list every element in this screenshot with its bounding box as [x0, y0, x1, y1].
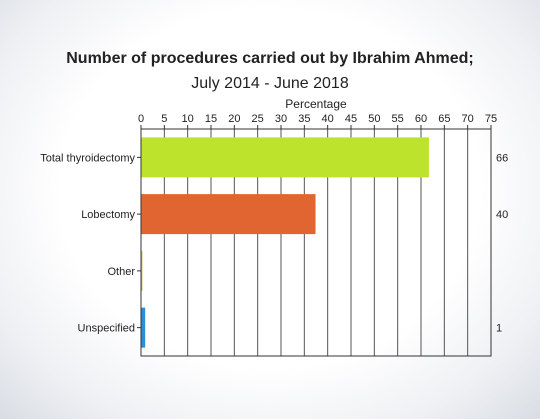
category-labels: Total thyroidectomy Lobectomy Other Unspeci…	[40, 152, 141, 335]
tick-label: 60	[415, 113, 427, 125]
tick-label: 30	[275, 113, 287, 125]
bar	[141, 194, 316, 235]
tick-label: 45	[345, 113, 357, 125]
chart-title-line-1: Number of procedures carried out by Ibra…	[66, 50, 474, 67]
x-axis-ticks: 0 5 10 15 20 25 30 35 40 45 50 55 60 65 70 75	[138, 113, 497, 129]
tick-label: 75	[485, 113, 497, 125]
tick-label: 65	[438, 113, 450, 125]
tick-label: 0	[138, 113, 144, 125]
bars	[141, 137, 429, 348]
tick-label: 70	[462, 113, 474, 125]
bar	[141, 307, 146, 348]
bar	[141, 250, 143, 291]
plot-frame	[140, 128, 492, 357]
category-label: Unspecified	[78, 323, 135, 335]
bar	[141, 137, 429, 178]
tick-label: 25	[252, 113, 264, 125]
tick-label: 20	[228, 113, 240, 125]
category-label: Other	[107, 266, 135, 278]
tick-label: 50	[368, 113, 380, 125]
tick-label: 10	[182, 113, 194, 125]
tick-label: 5	[161, 113, 167, 125]
chart-title-line-2: July 2014 - June 2018	[191, 75, 349, 92]
count-labels: 66 40 1	[496, 152, 508, 334]
x-axis-title: Percentage	[285, 97, 347, 111]
category-label: Total thyroidectomy	[40, 152, 135, 164]
count-label: 1	[496, 323, 502, 335]
count-label: 66	[496, 152, 508, 164]
tick-label: 35	[298, 113, 310, 125]
tick-label: 55	[392, 113, 404, 125]
tick-label: 15	[205, 113, 217, 125]
count-label: 40	[496, 209, 508, 221]
category-label: Lobectomy	[81, 209, 135, 221]
tick-label: 40	[322, 113, 334, 125]
